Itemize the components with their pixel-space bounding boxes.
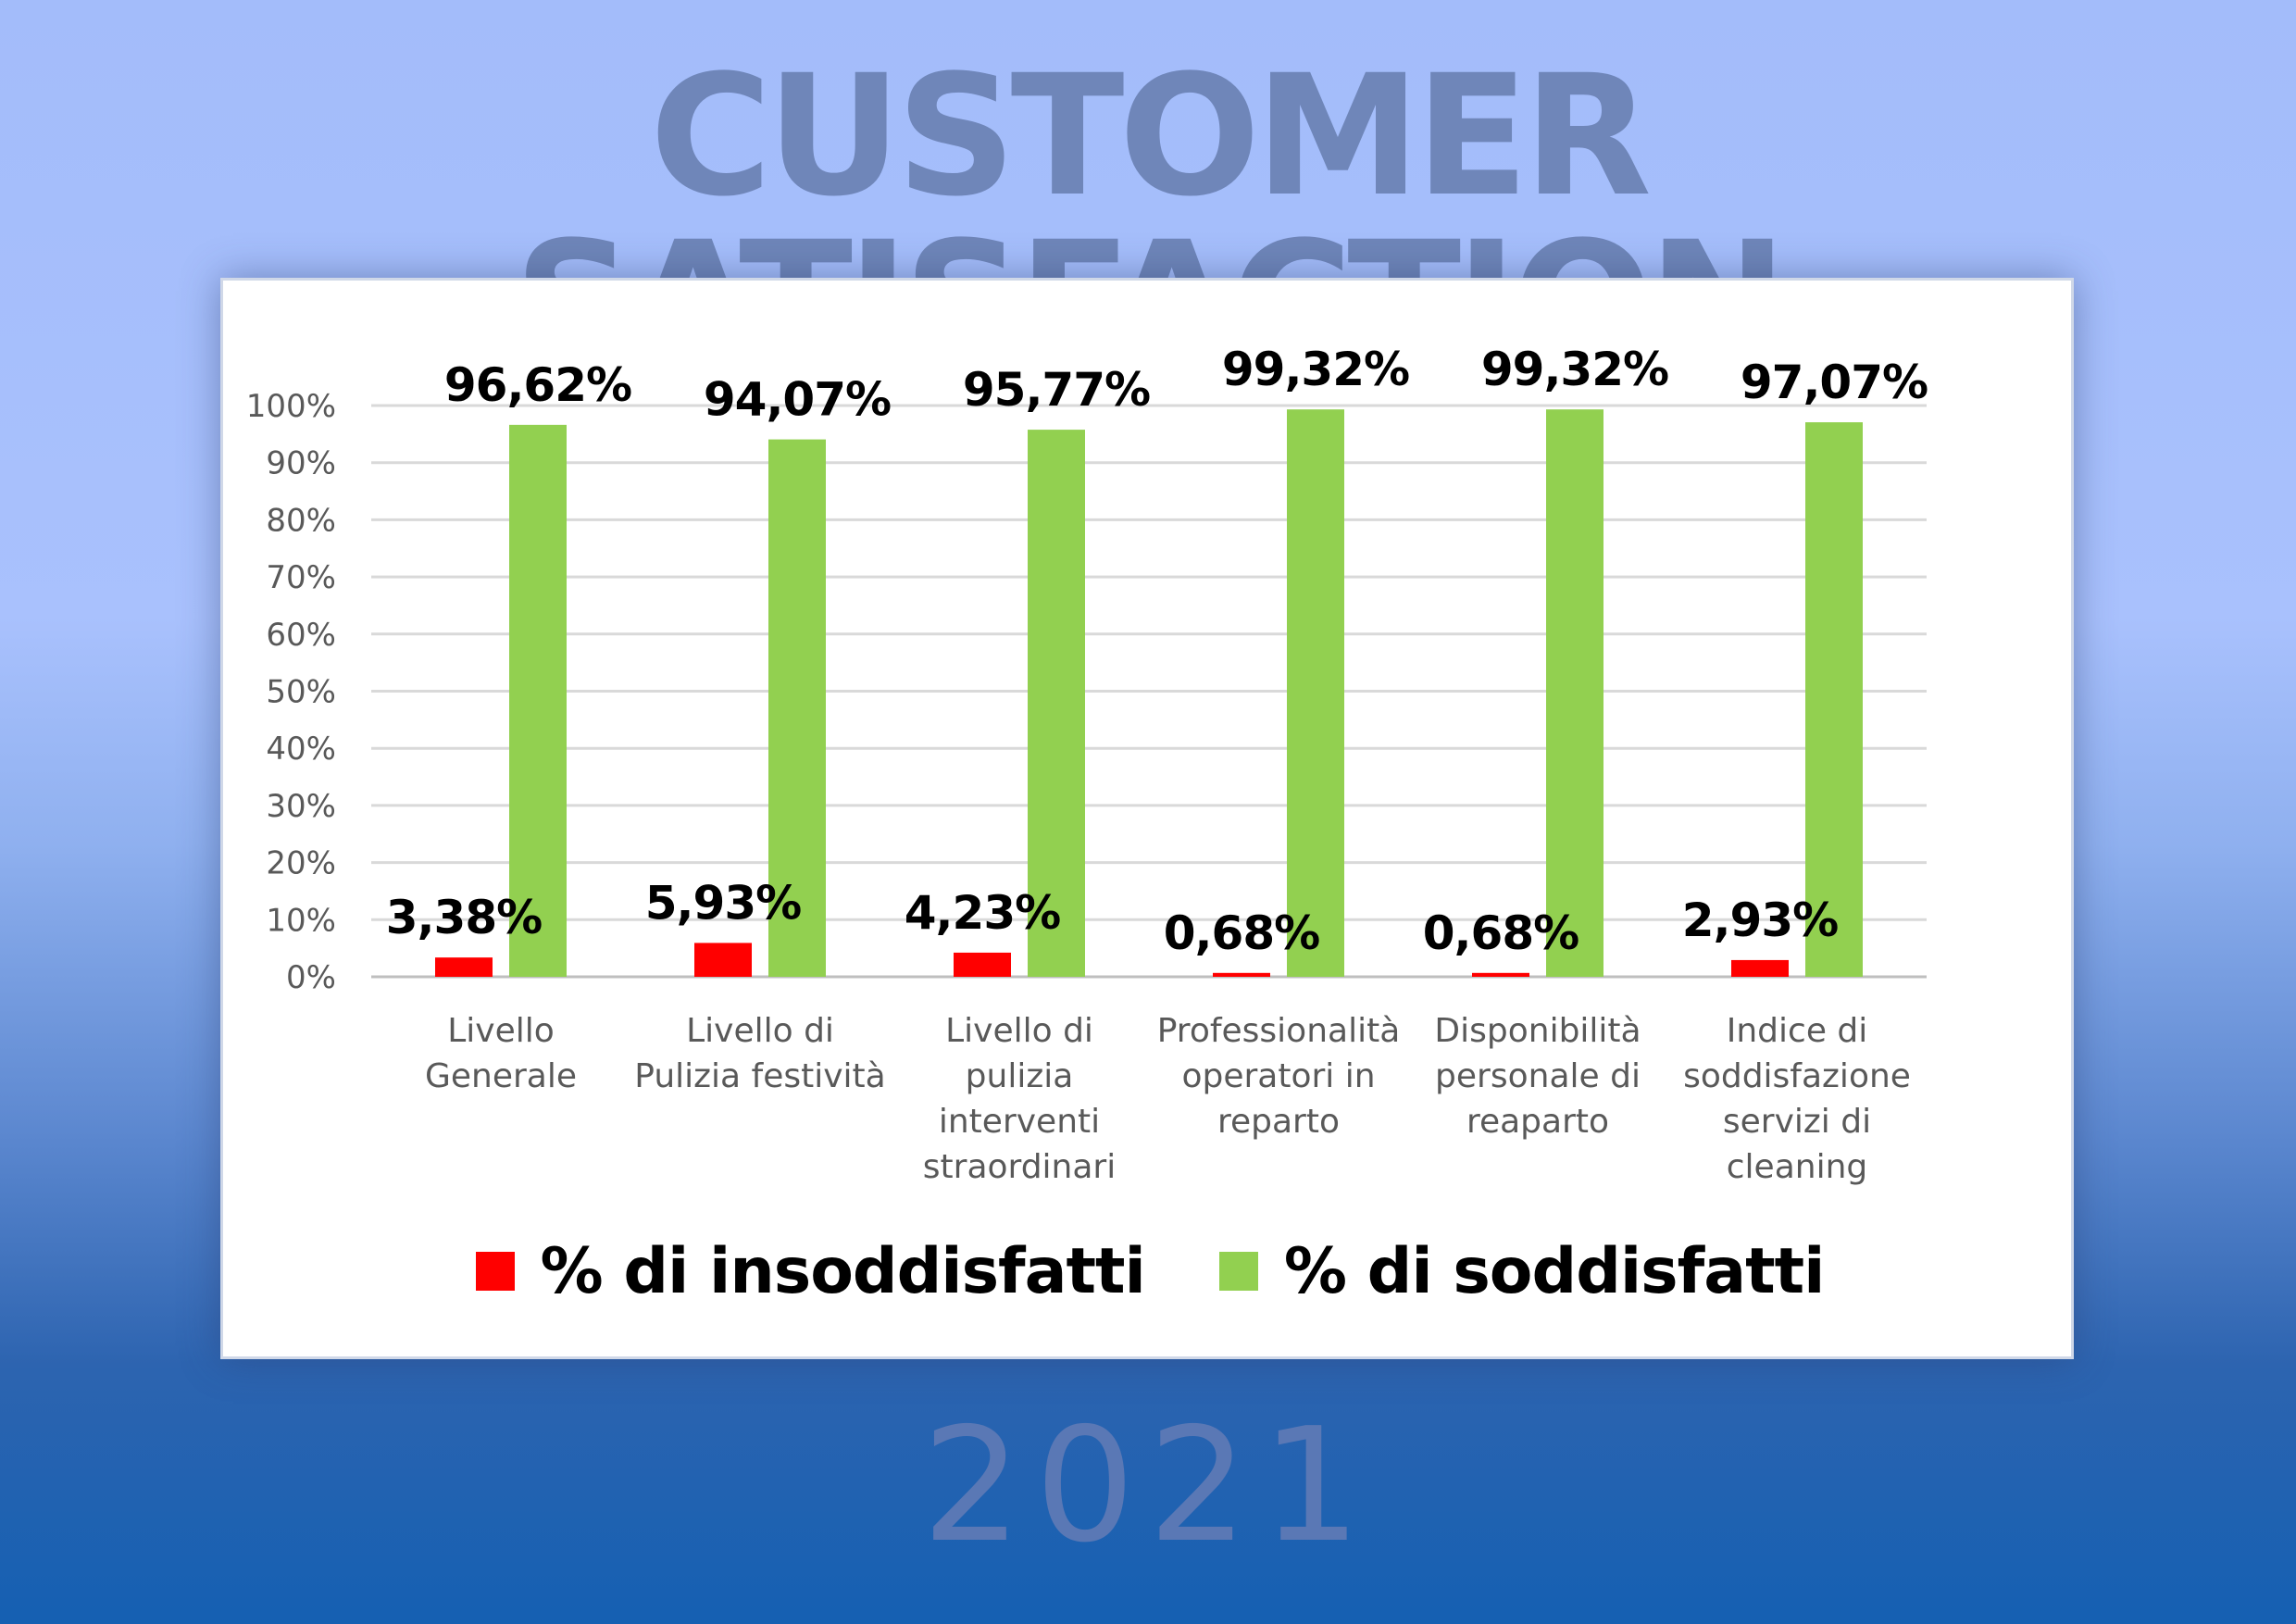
data-label-soddisfatti: 95,77% <box>963 363 1150 417</box>
gridlines <box>371 404 1927 979</box>
bar-soddisfatti <box>1546 409 1603 977</box>
legend-label-insoddisfatti: % di insoddisfatti <box>540 1234 1146 1308</box>
bar-insoddisfatti <box>694 943 752 977</box>
data-label-soddisfatti: 99,32% <box>1481 343 1668 396</box>
y-tick-label: 50% <box>266 674 336 711</box>
bar-chart: 0% 10% 20% 30% 40% 50% 60% 70% 80% 90% 100% 3,38% 9… <box>246 343 1928 1186</box>
bar-insoddisfatti <box>1472 972 1529 977</box>
bar-soddisfatti <box>1805 422 1863 977</box>
category-label: Professionalità operatori in reparto <box>1157 1012 1401 1141</box>
category-label: Livello di Pulizia festività <box>634 1012 885 1095</box>
y-tick-label: 60% <box>266 617 336 654</box>
chart-panel: 0% 10% 20% 30% 40% 50% 60% 70% 80% 90% 100% 3,38% 9… <box>220 278 2074 1359</box>
bar-insoddisfatti <box>954 952 1011 977</box>
legend-label-soddisfatti: % di soddisfatti <box>1283 1234 1826 1308</box>
bar-insoddisfatti <box>1731 959 1789 977</box>
y-tick-label: 70% <box>266 559 336 596</box>
legend-swatch-green <box>1218 1252 1258 1291</box>
year-label: 2021 <box>921 1394 1375 1578</box>
legend-item-soddisfatti: % di soddisfatti <box>1218 1234 1826 1308</box>
bar-soddisfatti <box>768 439 826 977</box>
bar-soddisfatti <box>1287 409 1344 977</box>
bars <box>435 409 1863 977</box>
y-tick-label: 0% <box>286 959 336 996</box>
y-axis-ticks: 0% 10% 20% 30% 40% 50% 60% 70% 80% 90% 100% <box>246 388 336 996</box>
category-label: Disponibilità personale di reaparto <box>1434 1012 1641 1141</box>
data-label-soddisfatti: 94,07% <box>704 373 891 427</box>
y-tick-label: 40% <box>266 731 336 768</box>
legend-swatch-red <box>475 1252 515 1291</box>
category-label: Indice di soddisfazione servizi di cleaning <box>1683 1012 1911 1186</box>
category-labels: Livello Generale Livello di Pulizia festivi… <box>425 1012 1911 1186</box>
data-label-soddisfatti: 99,32% <box>1222 343 1409 396</box>
y-tick-label: 10% <box>266 902 336 939</box>
legend-item-insoddisfatti: % di insoddisfatti <box>475 1234 1146 1308</box>
bar-soddisfatti <box>1028 430 1085 977</box>
data-labels: 3,38% 96,62% 5,93% 94,07% 4,23% 95,77% 0,68% 99… <box>386 343 1928 960</box>
y-tick-label: 100% <box>246 388 336 425</box>
data-label-insoddisfatti: 3,38% <box>386 891 542 944</box>
data-label-insoddisfatti: 2,93% <box>1682 893 1838 947</box>
legend: % di insoddisfatti % di soddisfatti <box>223 1216 2077 1327</box>
y-tick-label: 30% <box>266 788 336 825</box>
y-tick-label: 20% <box>266 845 336 882</box>
bar-insoddisfatti <box>435 957 493 977</box>
bar-soddisfatti <box>509 424 567 977</box>
data-label-insoddisfatti: 4,23% <box>905 886 1060 940</box>
data-label-insoddisfatti: 0,68% <box>1164 906 1319 960</box>
bar-insoddisfatti <box>1213 972 1270 977</box>
category-label: Livello Generale <box>425 1012 577 1095</box>
category-label: Livello di pulizia interventi straordinari <box>923 1012 1116 1186</box>
data-label-insoddisfatti: 0,68% <box>1423 906 1578 960</box>
data-label-soddisfatti: 96,62% <box>444 358 631 412</box>
data-label-soddisfatti: 97,07% <box>1741 356 1928 409</box>
y-tick-label: 90% <box>266 445 336 482</box>
data-label-insoddisfatti: 5,93% <box>645 876 801 930</box>
y-tick-label: 80% <box>266 502 336 539</box>
